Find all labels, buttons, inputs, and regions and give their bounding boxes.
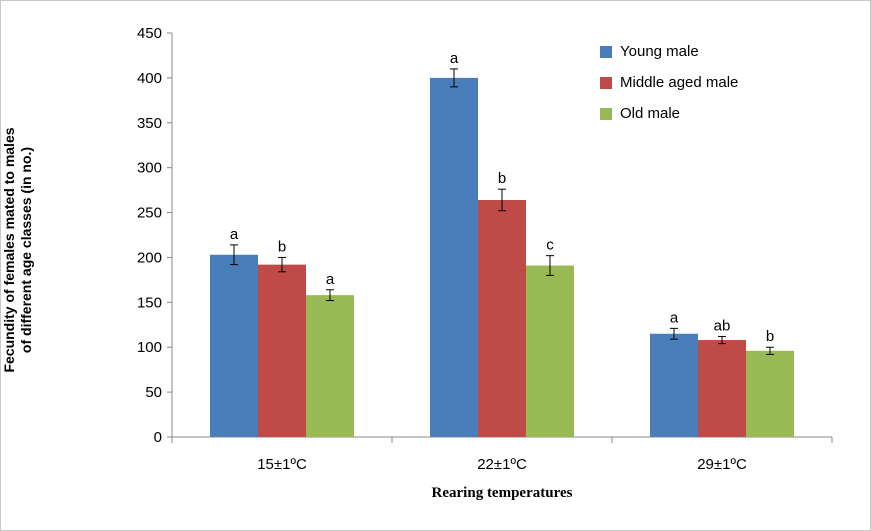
bar xyxy=(698,340,746,437)
bar xyxy=(526,265,574,437)
legend-item-young: Young male xyxy=(600,36,738,67)
y-tick-label: 200 xyxy=(137,249,162,266)
legend-swatch-old xyxy=(600,107,612,120)
bar xyxy=(650,333,698,437)
y-tick-label: 350 xyxy=(137,115,162,132)
legend: Young male Middle aged male Old male xyxy=(600,36,738,129)
y-tick-label: 300 xyxy=(137,160,162,177)
y-tick-label: 150 xyxy=(137,294,162,311)
significance-label: b xyxy=(278,238,286,255)
legend-item-old: Old male xyxy=(600,98,738,129)
legend-item-middle: Middle aged male xyxy=(600,67,738,98)
x-tick-label: 29±1ºC xyxy=(697,456,747,473)
y-tick-label: 50 xyxy=(145,384,162,401)
y-tick-label: 0 xyxy=(154,429,162,446)
bar xyxy=(210,254,258,437)
bar xyxy=(306,295,354,437)
significance-label: a xyxy=(326,271,335,288)
y-tick-label: 450 xyxy=(137,25,162,42)
legend-label-middle: Middle aged male xyxy=(620,74,739,91)
significance-label: a xyxy=(230,226,239,243)
y-tick-label: 400 xyxy=(137,70,162,87)
bar xyxy=(430,77,478,437)
bar xyxy=(258,264,306,437)
significance-label: a xyxy=(670,309,679,326)
x-tick-label: 22±1ºC xyxy=(477,456,527,473)
legend-label-young: Young male xyxy=(620,43,699,60)
legend-swatch-middle xyxy=(600,76,612,89)
significance-label: a xyxy=(450,50,459,67)
bar xyxy=(746,350,794,437)
bar xyxy=(478,199,526,437)
significance-label: c xyxy=(546,237,554,254)
y-tick-label: 250 xyxy=(137,205,162,222)
significance-label: ab xyxy=(714,317,731,334)
x-tick-label: 15±1ºC xyxy=(257,456,307,473)
significance-label: b xyxy=(498,170,506,187)
y-tick-label: 100 xyxy=(137,339,162,356)
x-axis-label: Rearing temperatures xyxy=(431,485,573,501)
legend-swatch-young xyxy=(600,45,612,58)
significance-label: b xyxy=(766,328,774,345)
legend-label-old: Old male xyxy=(620,105,681,122)
